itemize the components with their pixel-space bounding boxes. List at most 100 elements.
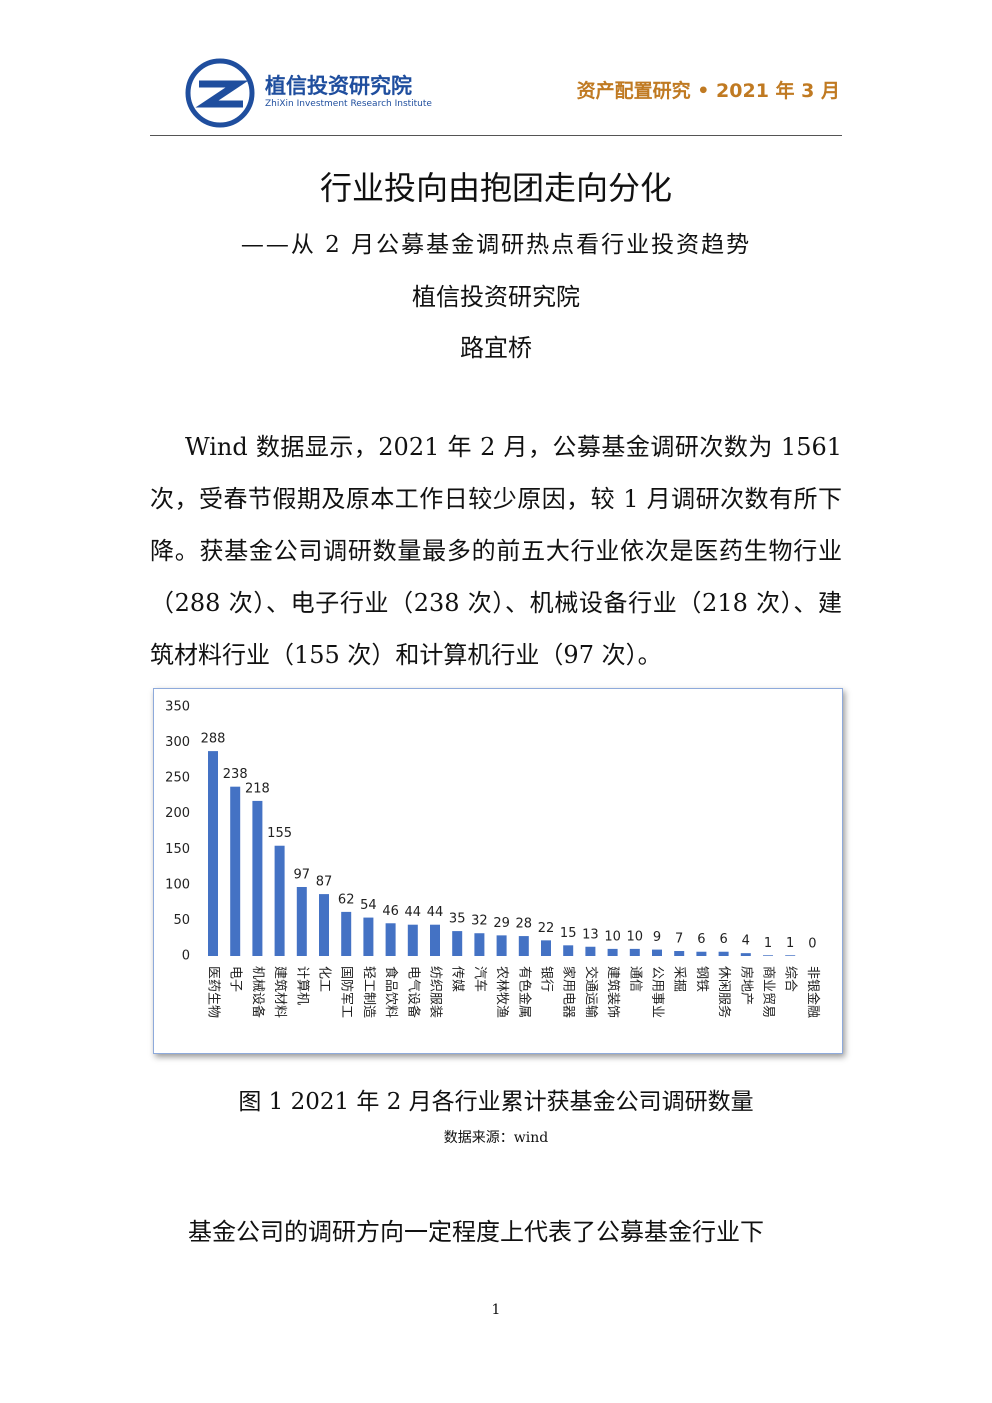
bar (763, 955, 773, 956)
x-tick-label: 房地产 (738, 966, 754, 1005)
page-number: 1 (491, 1302, 501, 1318)
chart: 050100150200250300350288医药生物238电子218机械设备… (153, 688, 843, 1054)
data-label: 35 (449, 912, 466, 927)
bar (407, 924, 418, 956)
y-tick-label: 50 (173, 913, 190, 928)
bar (452, 931, 463, 956)
x-tick-label: 电子 (228, 966, 243, 992)
data-label: 7 (675, 932, 683, 947)
data-label: 97 (294, 867, 311, 882)
data-label: 1 (786, 936, 794, 951)
author: 路宜桥 (460, 334, 532, 362)
x-tick-label: 国防军工 (339, 966, 355, 1018)
x-tick-label: 有色金属 (516, 966, 532, 1018)
data-label: 4 (742, 934, 750, 949)
bar (674, 951, 685, 956)
x-tick-label: 农林牧渔 (494, 966, 509, 1018)
bar (696, 951, 707, 956)
bar (541, 940, 551, 956)
bar (430, 924, 440, 956)
bar (718, 951, 729, 956)
x-tick-label: 公用事业 (650, 966, 665, 1018)
x-tick-label: 非银金融 (805, 966, 821, 1018)
data-label: 9 (653, 930, 661, 945)
x-tick-label: 纺织服装 (428, 966, 443, 1018)
x-tick-label: 银行 (539, 966, 554, 992)
x-tick-label: 综合 (783, 966, 798, 992)
bar (341, 911, 352, 956)
data-label: 62 (338, 892, 355, 907)
bar (785, 955, 796, 956)
bar (274, 845, 285, 956)
x-tick-label: 钢铁 (694, 966, 709, 992)
institute-name-en: ZhiXin Investment Research Institute (265, 99, 432, 109)
data-label: 29 (493, 916, 510, 931)
data-label: 1 (764, 936, 772, 951)
bar (319, 894, 329, 956)
x-tick-label: 医药生物 (206, 966, 221, 1018)
data-label: 6 (697, 932, 705, 947)
figure-source: 数据来源：wind (443, 1130, 549, 1146)
y-tick-label: 200 (165, 806, 190, 821)
data-label: 238 (223, 767, 248, 782)
series-info: 资产配置研究 • 2021 年 3 月 (576, 80, 840, 102)
bar (363, 917, 374, 956)
x-tick-label: 轻工制造 (361, 966, 376, 1018)
x-tick-label: 传媒 (450, 966, 465, 992)
data-label: 15 (560, 926, 577, 941)
x-tick-label: 汽车 (472, 966, 488, 992)
data-label: 87 (316, 875, 333, 890)
bar (607, 948, 618, 956)
x-tick-label: 休闲服务 (716, 966, 732, 1018)
logo (185, 58, 255, 128)
x-tick-label: 食品饮料 (383, 966, 399, 1018)
x-tick-label: 交通运输 (583, 966, 599, 1018)
bar (740, 953, 751, 956)
y-tick-label: 0 (182, 949, 190, 964)
data-label: 10 (604, 929, 621, 944)
bar (629, 948, 640, 956)
header-rule (150, 135, 842, 136)
data-label: 28 (516, 917, 533, 932)
data-label: 218 (245, 781, 270, 796)
bar (652, 949, 662, 956)
paragraph: Wind 数据显示，2021 年 2 月，公募基金调研次数为 1561 次，受春… (150, 433, 842, 669)
institute-name: 植信投资研究院 (265, 74, 412, 98)
data-label: 22 (538, 921, 555, 936)
data-label: 10 (627, 929, 644, 944)
subtitle: ——从 2 月公募基金调研热点看行业投资趋势 (240, 232, 752, 258)
bar (563, 945, 574, 956)
x-tick-label: 通信 (627, 966, 642, 992)
data-label: 32 (471, 914, 488, 929)
data-label: 44 (405, 905, 422, 920)
bar (385, 923, 396, 956)
x-tick-label: 商业贸易 (761, 966, 776, 1018)
y-tick-label: 250 (165, 771, 190, 786)
chart-frame (153, 688, 843, 1054)
bar (474, 933, 485, 956)
x-tick-label: 机械设备 (250, 966, 266, 1018)
y-tick-label: 350 (165, 700, 190, 715)
bar (208, 751, 218, 956)
organization: 植信投资研究院 (412, 283, 580, 311)
data-label: 44 (427, 905, 444, 920)
y-tick-label: 100 (165, 877, 190, 892)
title: 行业投向由抱团走向分化 (319, 169, 672, 207)
x-tick-label: 建筑装饰 (605, 966, 621, 1018)
bar (296, 886, 307, 956)
paragraph: 基金公司的调研方向一定程度上代表了公募基金行业下 (188, 1218, 764, 1246)
x-tick-label: 建筑材料 (272, 966, 288, 1018)
bar (518, 936, 529, 956)
x-tick-label: 计算机 (294, 966, 309, 1005)
x-tick-label: 化工 (317, 966, 332, 992)
data-label: 13 (582, 927, 599, 942)
data-label: 6 (719, 932, 727, 947)
data-label: 288 (201, 732, 226, 747)
data-label: 0 (808, 937, 816, 952)
bar (230, 786, 241, 956)
x-tick-label: 电气设备 (405, 966, 421, 1018)
figure-caption: 图 1 2021 年 2 月各行业累计获基金公司调研数量 (238, 1089, 754, 1115)
y-tick-label: 150 (165, 842, 190, 857)
bar (585, 946, 596, 956)
